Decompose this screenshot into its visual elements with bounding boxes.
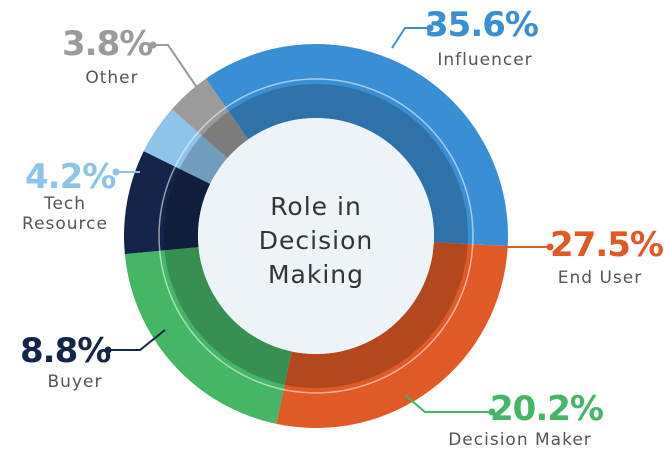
leader-line <box>108 329 166 351</box>
leader-dot <box>104 346 112 354</box>
slice <box>205 43 508 247</box>
leader-line <box>153 44 201 93</box>
value-label: 4.2% <box>25 157 116 197</box>
leader-line <box>404 394 492 413</box>
value-label: 35.6% <box>425 5 539 45</box>
category-label: End User <box>557 268 643 288</box>
center <box>198 118 434 354</box>
leader-dot <box>546 243 554 251</box>
chart-title: Role in Decision Making <box>258 192 374 289</box>
slice <box>124 151 211 255</box>
category-label: Influencer <box>437 50 533 70</box>
leader-dot <box>426 24 434 32</box>
slice <box>143 109 228 184</box>
value-label: 8.8% <box>20 331 111 371</box>
slice <box>171 78 249 159</box>
category-label: Buyer <box>47 372 103 392</box>
leader-line <box>391 27 430 49</box>
category-label: Other <box>85 68 139 88</box>
leader-dot <box>149 41 157 49</box>
value-label: 3.8% <box>62 24 153 64</box>
category-label: Tech Resource <box>22 194 108 234</box>
slice <box>124 247 292 424</box>
value-label: 20.2% <box>490 389 604 429</box>
slice <box>276 242 508 428</box>
category-label: Decision Maker <box>448 430 592 450</box>
ring-line <box>158 78 474 394</box>
leader-dot <box>488 408 496 416</box>
leader-dot <box>112 168 120 176</box>
value-label: 27.5% <box>550 225 664 265</box>
